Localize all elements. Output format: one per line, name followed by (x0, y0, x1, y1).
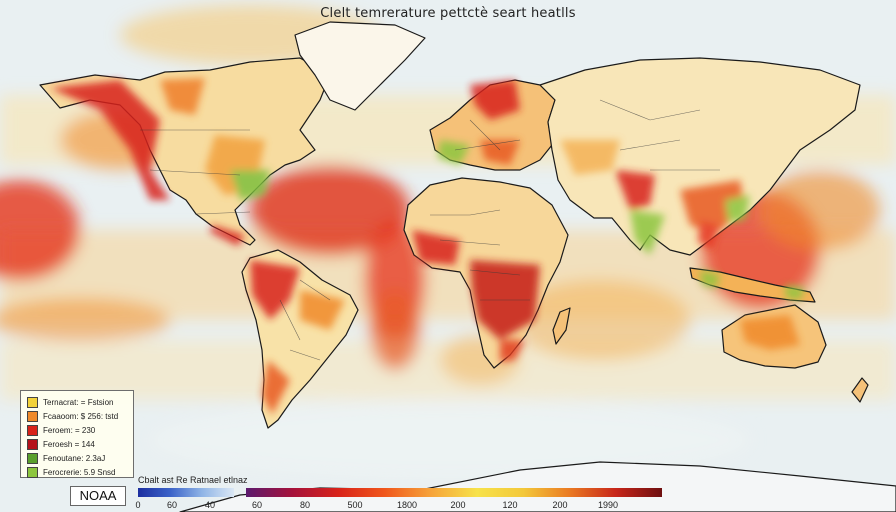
legend-item: Feroesh = 144 (27, 438, 129, 451)
legend-item: Fenoutane: 2.3aJ (27, 452, 129, 465)
legend-swatch (27, 453, 38, 464)
color-scale-warm (246, 488, 662, 497)
scale-tick: 1990 (597, 500, 619, 510)
legend-swatch (27, 439, 38, 450)
scale-title: Cbalt ast Re Ratnael etlnaz (138, 475, 248, 485)
new-zealand (851, 377, 869, 403)
scale-tick: 500 (347, 500, 363, 510)
legend-item: Ternacrat: = Fstsion (27, 396, 129, 409)
scale-tick: 60 (251, 500, 263, 510)
map-title: Clelt temrerature pettctè seart heatlls (320, 6, 576, 21)
legend-label: Fcaaoom: $ 256: tstd (43, 412, 119, 421)
scale-tick: 200 (450, 500, 466, 510)
scale-tick: 1800 (396, 500, 418, 510)
scale-tick: 60 (166, 500, 178, 510)
scale-tick: 0 (135, 500, 141, 510)
color-scale-cold (138, 488, 234, 497)
greenland (294, 21, 426, 111)
scale-tick: 80 (299, 500, 311, 510)
legend-label: Feroesh = 144 (43, 440, 95, 449)
legend-label: Fenoutane: 2.3aJ (43, 454, 106, 463)
legend-item: Feroem: = 230 (27, 424, 129, 437)
legend-label: Ferocrerie: 5.9 Snsd (43, 468, 116, 477)
legend-item: Ferocrerie: 5.9 Snsd (27, 466, 129, 479)
legend-label: Feroem: = 230 (43, 426, 96, 435)
asia (539, 57, 861, 256)
legend-item: Fcaaoom: $ 256: tstd (27, 410, 129, 423)
legend-swatch (27, 425, 38, 436)
source-label: NOAA (70, 486, 126, 506)
country-borders (140, 99, 720, 361)
legend-swatch (27, 411, 38, 422)
legend-swatch (27, 397, 38, 408)
land-heat-layer (50, 78, 805, 415)
legend: Ternacrat: = Fstsion Fcaaoom: $ 256: tst… (20, 390, 134, 478)
scale-tick: 200 (552, 500, 568, 510)
scale-tick: 40 (204, 500, 216, 510)
scale-tick: 120 (502, 500, 518, 510)
legend-swatch (27, 467, 38, 478)
madagascar (552, 307, 571, 345)
legend-label: Ternacrat: = Fstsion (43, 398, 114, 407)
